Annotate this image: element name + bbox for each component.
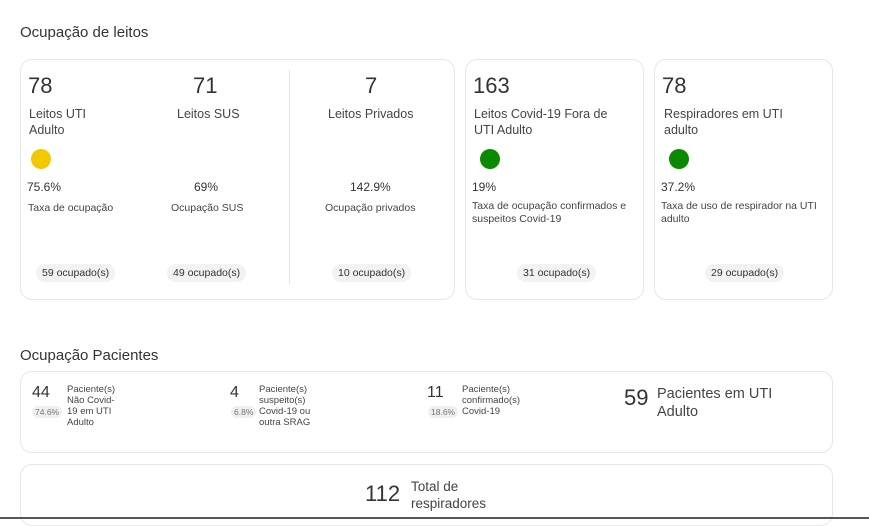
nao-covid-label: Paciente(s) Não Covid-19 em UTI Adulto bbox=[67, 384, 116, 428]
covid-number: 163 bbox=[473, 73, 510, 98]
sus-percent-label: Ocupação SUS bbox=[171, 202, 244, 214]
respiradores-card: 78 Respiradores em UTI adulto 37.2% Taxa… bbox=[654, 59, 833, 300]
suspeito-number: 4 bbox=[230, 384, 239, 401]
privados-percent: 142.9% bbox=[350, 180, 391, 194]
respiradores-status-indicator bbox=[669, 149, 689, 169]
uti-occupied-badge: 59 ocupado(s) bbox=[36, 264, 116, 282]
covid-status-indicator bbox=[480, 149, 500, 169]
uti-status-indicator bbox=[31, 149, 51, 169]
suspeito-percent: 6.8% bbox=[231, 406, 257, 418]
column-divider bbox=[289, 70, 290, 284]
covid-percent: 19% bbox=[472, 180, 497, 194]
covid-label: Leitos Covid-19 Fora de UTI Adulto bbox=[474, 107, 608, 137]
confirmado-percent: 18.6% bbox=[428, 406, 459, 418]
confirmado-label: Paciente(s) confirmado(s) Covid-19 bbox=[462, 384, 521, 417]
respiradores-number: 78 bbox=[662, 73, 687, 98]
uti-percent: 75.6% bbox=[27, 180, 62, 194]
respiradores-total-label: Total de respiradores bbox=[411, 479, 487, 511]
sus-occupied-badge: 49 ocupado(s) bbox=[167, 264, 247, 282]
uti-percent-label: Taxa de ocupação bbox=[28, 202, 114, 214]
uti-number: 78 bbox=[28, 73, 53, 98]
respiradores-occupied-badge: 29 ocupado(s) bbox=[705, 264, 785, 282]
privados-label: Leitos Privados bbox=[328, 107, 414, 121]
covid-percent-label: Taxa de ocupação confirmados e suspeitos… bbox=[472, 200, 627, 225]
sus-label: Leitos SUS bbox=[177, 107, 240, 121]
suspeito-label: Paciente(s) suspeito(s) Covid-19 ou outr… bbox=[259, 384, 311, 428]
respiradores-percent-label: Taxa de uso de respirador na UTI adulto bbox=[661, 200, 817, 225]
sus-percent: 69% bbox=[194, 180, 219, 194]
leitos-covid-card: 163 Leitos Covid-19 Fora de UTI Adulto 1… bbox=[465, 59, 644, 300]
privados-percent-label: Ocupação privados bbox=[325, 202, 416, 214]
uti-label: Leitos UTI Adulto bbox=[29, 107, 86, 137]
respiradores-percent: 37.2% bbox=[661, 180, 696, 194]
leitos-uti-card: 78 Leitos UTI Adulto 75.6% Taxa de ocupa… bbox=[20, 59, 455, 300]
respiradores-total-number: 112 bbox=[365, 481, 401, 506]
privados-occupied-badge: 10 ocupado(s) bbox=[332, 264, 412, 282]
sus-number: 71 bbox=[193, 73, 218, 98]
page-bottom-border bbox=[0, 517, 869, 519]
respiradores-label: Respiradores em UTI adulto bbox=[664, 107, 783, 137]
leitos-section-title: Ocupação de leitos bbox=[20, 24, 149, 41]
pacientes-total-label: Pacientes em UTI Adulto bbox=[657, 386, 773, 420]
covid-occupied-badge: 31 ocupado(s) bbox=[517, 264, 597, 282]
nao-covid-percent: 74.6% bbox=[32, 406, 63, 418]
pacientes-section-title: Ocupação Pacientes bbox=[20, 347, 159, 364]
privados-number: 7 bbox=[365, 73, 378, 98]
pacientes-card: 44 74.6% Paciente(s) Não Covid-19 em UTI… bbox=[20, 371, 833, 453]
respiradores-total-card: 112 Total de respiradores bbox=[20, 464, 833, 526]
nao-covid-number: 44 bbox=[32, 384, 50, 401]
pacientes-total-number: 59 bbox=[624, 385, 649, 410]
confirmado-number: 11 bbox=[427, 384, 444, 401]
